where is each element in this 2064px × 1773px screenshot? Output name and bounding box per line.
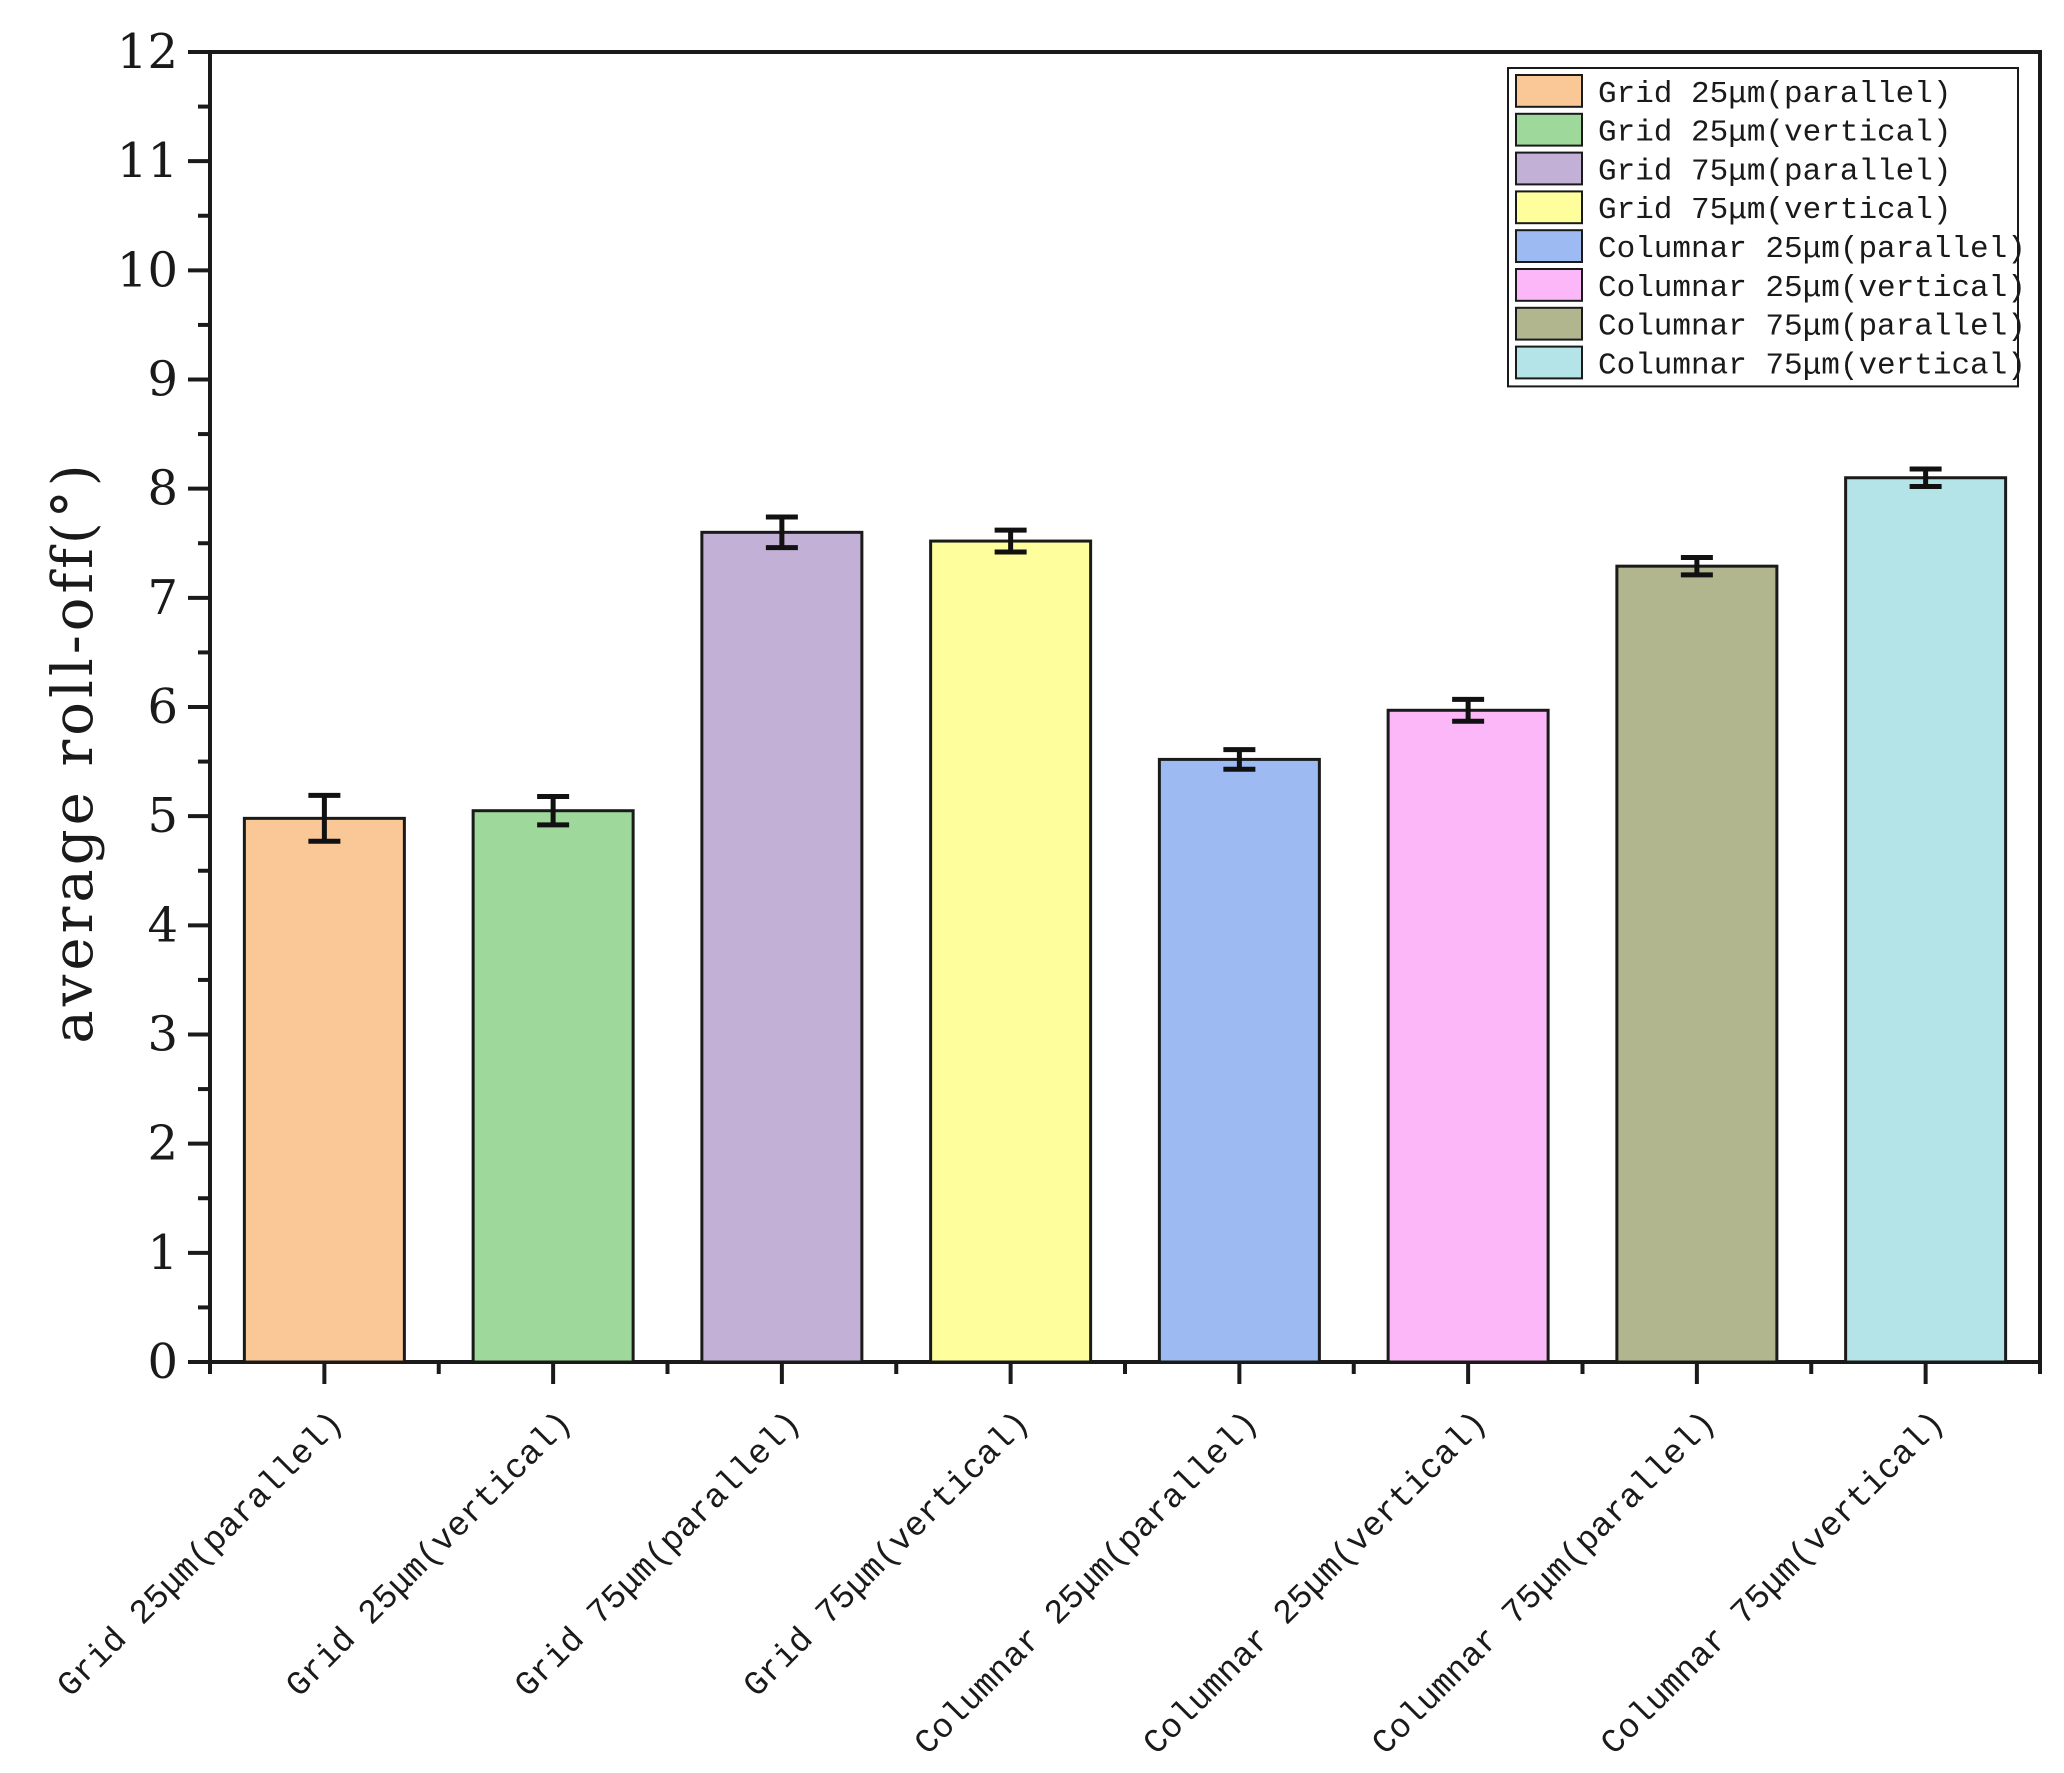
legend-label: Grid 25μm(parallel) bbox=[1598, 77, 1951, 112]
legend-label: Grid 75μm(vertical) bbox=[1598, 193, 1951, 228]
legend-swatch bbox=[1515, 306, 1583, 341]
y-tick-label: 1 bbox=[147, 1225, 178, 1281]
legend-label: Columnar 25μm(parallel) bbox=[1598, 232, 2026, 267]
bar bbox=[1844, 476, 2008, 1364]
y-tick-label: 8 bbox=[147, 461, 178, 517]
legend: Grid 25μm(parallel)Grid 25μm(vertical)Gr… bbox=[1507, 67, 2026, 388]
legend-swatch bbox=[1515, 151, 1583, 186]
legend-swatch bbox=[1515, 190, 1583, 225]
y-tick-label: 6 bbox=[147, 679, 178, 735]
bar bbox=[700, 530, 864, 1364]
bar bbox=[1386, 708, 1550, 1364]
legend-box bbox=[1507, 67, 2019, 388]
legend-swatch bbox=[1515, 345, 1583, 380]
bar bbox=[1615, 564, 1779, 1364]
x-axis bbox=[208, 1362, 2042, 1384]
y-tick-label: 2 bbox=[147, 1116, 178, 1172]
legend-label: Columnar 75μm(vertical) bbox=[1598, 348, 2026, 383]
y-tick-label: 4 bbox=[147, 897, 178, 953]
bar bbox=[929, 539, 1093, 1364]
legend-label: Columnar 75μm(parallel) bbox=[1598, 310, 2026, 345]
bar-series bbox=[242, 476, 2008, 1364]
legend-swatch bbox=[1515, 268, 1583, 302]
y-axis-title: average roll-off(°) bbox=[41, 460, 106, 1043]
legend-label: Columnar 25μm(vertical) bbox=[1598, 271, 2026, 306]
error-bar-series bbox=[308, 466, 1942, 844]
bar bbox=[242, 816, 406, 1364]
legend-label: Grid 75μm(parallel) bbox=[1598, 154, 1951, 189]
legend-swatch bbox=[1515, 229, 1583, 263]
legend-swatch bbox=[1515, 74, 1583, 108]
y-tick-label: 7 bbox=[147, 570, 178, 626]
y-tick-label: 12 bbox=[117, 24, 178, 80]
bar bbox=[1157, 757, 1321, 1364]
category-labels: Grid 25μm(parallel)Grid 25μm(vertical)Gr… bbox=[51, 1405, 1953, 1764]
y-tick-label: 10 bbox=[117, 242, 178, 298]
y-tick-label: 3 bbox=[147, 1007, 178, 1063]
y-tick-label: 11 bbox=[117, 133, 178, 189]
y-tick-label: 0 bbox=[147, 1334, 178, 1390]
y-tick-label: 9 bbox=[147, 352, 178, 408]
y-tick-label: 5 bbox=[147, 788, 178, 844]
bar bbox=[471, 809, 635, 1364]
legend-swatch bbox=[1515, 112, 1583, 147]
legend-label: Grid 25μm(vertical) bbox=[1598, 116, 1951, 151]
